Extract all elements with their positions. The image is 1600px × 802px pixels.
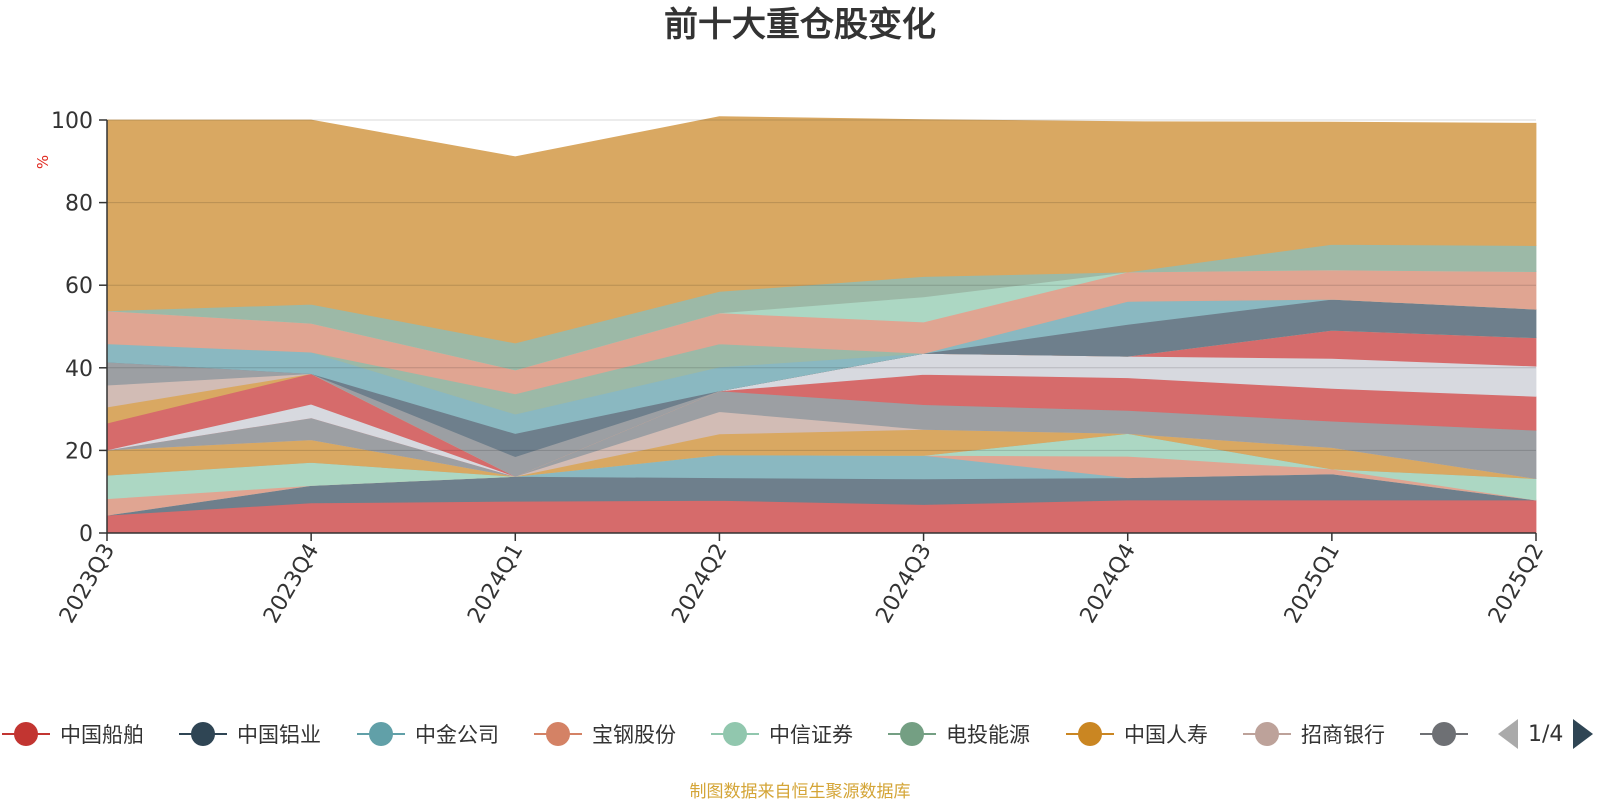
legend-marker-icon — [0, 720, 52, 748]
legend-item[interactable]: 中金公司 — [355, 716, 499, 752]
legend-marker-icon — [1418, 720, 1470, 748]
legend-marker-icon — [1064, 720, 1116, 748]
legend-item[interactable]: 中国铝业 — [177, 716, 321, 752]
legend-label: 中国铝业 — [237, 723, 321, 747]
pager-page-text: 1/4 — [1528, 721, 1564, 747]
x-tick-label: 2024Q3 — [871, 540, 936, 628]
legend-marker-icon — [532, 720, 584, 748]
legend-item[interactable]: 紫 — [1418, 716, 1472, 752]
legend-item[interactable]: 中信证券 — [709, 716, 853, 752]
stacked-area-chart: 0 20 40 60 80 100 2023Q3 2023Q4 2024Q1 2024Q2 2024… — [34, 109, 1549, 628]
x-tick-label: 2025Q2 — [1484, 540, 1549, 628]
x-tick-label: 2023Q4 — [259, 540, 324, 628]
legend-item[interactable]: 电投能源 — [886, 716, 1030, 752]
legend-label: 中国人寿 — [1124, 723, 1208, 747]
legend-pager: 1/4 — [1498, 716, 1594, 752]
legend-items: 中国船舶 中国铝业 中金公司 宝钢股份 中信证券 电投能源 中国人寿 招商银行 紫 — [0, 716, 1472, 752]
y-tick-label: 100 — [51, 109, 93, 134]
y-tick-label: 20 — [65, 439, 93, 464]
y-tick-label: 60 — [65, 274, 93, 299]
plot-areas — [106, 116, 1537, 534]
legend: 中国船舶 中国铝业 中金公司 宝钢股份 中信证券 电投能源 中国人寿 招商银行 紫 — [0, 716, 1600, 752]
legend-label: 中国船舶 — [60, 723, 144, 747]
y-tick-label: 0 — [79, 522, 93, 547]
legend-marker-icon — [709, 720, 761, 748]
x-tick-label: 2024Q4 — [1076, 540, 1141, 628]
x-tick-label: 2023Q3 — [55, 540, 120, 628]
pager-prev-arrow-icon[interactable] — [1498, 719, 1518, 749]
source-note: 制图数据来自恒生聚源数据库 — [689, 782, 911, 802]
y-axis-label: % — [34, 155, 52, 169]
legend-item[interactable]: 中国船舶 — [0, 716, 144, 752]
legend-label: 宝钢股份 — [592, 723, 676, 747]
area-series-1 — [106, 499, 1537, 534]
legend-item[interactable]: 中国人寿 — [1064, 716, 1208, 752]
legend-marker-icon — [1241, 720, 1293, 748]
area-series-22 — [106, 116, 1537, 344]
legend-marker-icon — [177, 720, 229, 748]
grid-lines — [107, 119, 1536, 451]
legend-label: 招商银行 — [1301, 723, 1385, 747]
x-tick-label: 2024Q1 — [463, 540, 528, 628]
pager-next-arrow-icon[interactable] — [1573, 719, 1594, 749]
y-tick-label: 80 — [65, 192, 93, 217]
legend-label: 电投能源 — [946, 723, 1030, 747]
legend-label: 中信证券 — [769, 723, 853, 747]
legend-item[interactable]: 宝钢股份 — [532, 716, 676, 752]
x-tick-label: 2024Q2 — [667, 540, 732, 628]
y-tick-label: 40 — [65, 357, 93, 382]
legend-marker-icon — [355, 720, 407, 748]
legend-marker-icon — [886, 720, 938, 748]
chart-title: 前十大重仓股变化 — [664, 5, 936, 45]
x-tick-label: 2025Q1 — [1280, 540, 1345, 628]
legend-label: 中金公司 — [415, 723, 499, 747]
legend-item[interactable]: 招商银行 — [1241, 716, 1385, 752]
